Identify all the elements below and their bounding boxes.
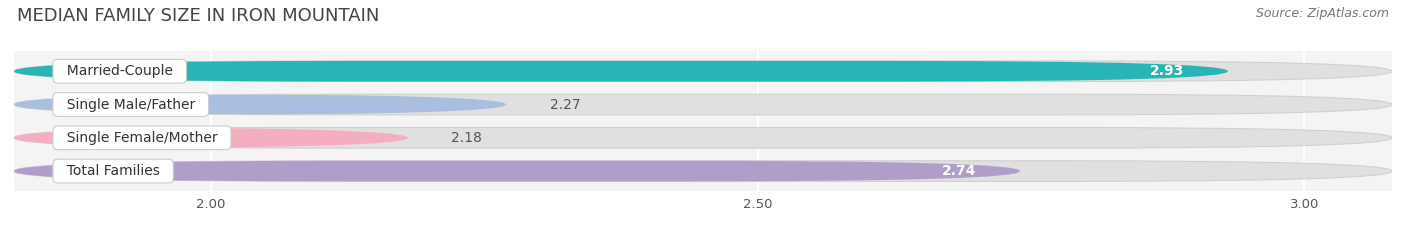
Text: 2.18: 2.18 (451, 131, 482, 145)
Text: MEDIAN FAMILY SIZE IN IRON MOUNTAIN: MEDIAN FAMILY SIZE IN IRON MOUNTAIN (17, 7, 380, 25)
Text: Single Male/Father: Single Male/Father (58, 98, 204, 112)
Text: 2.27: 2.27 (550, 98, 581, 112)
Text: Single Female/Mother: Single Female/Mother (58, 131, 226, 145)
FancyBboxPatch shape (14, 161, 1021, 182)
Text: Source: ZipAtlas.com: Source: ZipAtlas.com (1256, 7, 1389, 20)
FancyBboxPatch shape (14, 161, 1392, 182)
FancyBboxPatch shape (14, 127, 408, 148)
FancyBboxPatch shape (14, 94, 1392, 115)
FancyBboxPatch shape (14, 61, 1227, 82)
Text: 2.74: 2.74 (942, 164, 976, 178)
Text: Married-Couple: Married-Couple (58, 64, 181, 78)
FancyBboxPatch shape (14, 127, 1392, 148)
Text: Total Families: Total Families (58, 164, 169, 178)
Text: 2.93: 2.93 (1150, 64, 1184, 78)
FancyBboxPatch shape (14, 94, 506, 115)
FancyBboxPatch shape (14, 61, 1392, 82)
